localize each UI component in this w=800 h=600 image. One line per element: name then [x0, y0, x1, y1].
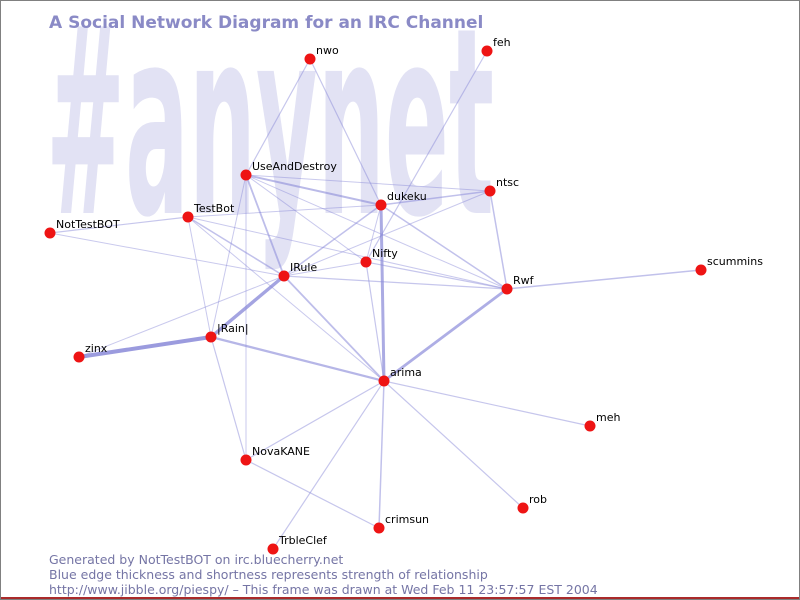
- node-scummins: [695, 264, 707, 276]
- node-label-nwo: nwo: [316, 44, 339, 57]
- edge-arima-NovaKANE: [245, 380, 385, 461]
- channel-watermark: #anynet: [46, 1, 494, 275]
- edge-feh-Nifty: [365, 50, 488, 263]
- bottom-border-line: [1, 597, 799, 599]
- footer-generated-by: Generated by NotTestBOT on irc.bluecherr…: [49, 552, 343, 567]
- edge-UseAndDestroy-|Rain|: [210, 174, 247, 338]
- nodes-layer: [44, 45, 707, 555]
- node-IRule: [278, 270, 290, 282]
- node-label-arima: arima: [390, 366, 422, 379]
- edge-dukeku-arima: [379, 203, 386, 383]
- edge-IRule-|Rain|: [209, 274, 286, 339]
- node-arima: [378, 375, 390, 387]
- node-rob: [517, 502, 529, 514]
- node-label-meh: meh: [596, 411, 620, 424]
- edge-Nifty-arima: [365, 261, 385, 382]
- node-feh: [481, 45, 493, 57]
- node-dukeku: [375, 199, 387, 211]
- node-Rwf: [501, 283, 513, 295]
- node-|Rain|: [205, 331, 217, 343]
- edge-UseAndDestroy-Nifty: [245, 174, 367, 263]
- edge-arima-rob: [383, 380, 524, 509]
- edge-NotTestBOT-IRule: [49, 232, 285, 277]
- labels-layer: nwo feh UseAndDestroy ntsc dukeku TestBot NotT…: [56, 36, 763, 547]
- node-NotTestBOT: [44, 227, 56, 239]
- node-TrbleClef: [267, 543, 279, 555]
- node-label-|Rain|: |Rain|: [217, 322, 249, 335]
- node-label-Nifty: Nifty: [372, 247, 398, 260]
- edge-Rwf-scummins: [506, 269, 702, 290]
- edge-IRule-Nifty: [283, 261, 367, 277]
- node-label-zinx: zinx: [85, 342, 108, 355]
- edge-zinx-|Rain|: [77, 335, 213, 359]
- node-Nifty: [360, 256, 372, 268]
- edge-IRule-dukeku: [283, 204, 382, 277]
- edge-Nifty-Rwf: [365, 261, 508, 290]
- edge-dukeku-ntsc: [380, 190, 491, 206]
- edge-ntsc-Rwf: [489, 190, 508, 290]
- edge-UseAndDestroy-Rwf: [245, 174, 508, 290]
- node-label-TestBot: TestBot: [193, 202, 235, 215]
- edge-nwo-UseAndDestroy: [245, 58, 311, 176]
- edge-UseAndDestroy-IRule: [245, 174, 285, 277]
- edge-zinx-IRule: [78, 275, 285, 358]
- edge-|Rain|-arima: [209, 335, 386, 383]
- node-label-scummins: scummins: [707, 255, 763, 268]
- edges-layer: [49, 50, 702, 550]
- node-label-feh: feh: [493, 36, 511, 49]
- node-label-ntsc: ntsc: [496, 176, 519, 189]
- edge-IRule-Rwf: [283, 275, 508, 290]
- node-label-TrbleClef: TrbleClef: [278, 534, 328, 547]
- node-NovaKANE: [240, 454, 252, 466]
- node-label-NovaKANE: NovaKANE: [252, 445, 310, 458]
- edge-TestBot-NotTestBOT: [49, 216, 189, 234]
- edge-arima-meh: [383, 380, 591, 427]
- node-nwo: [304, 53, 316, 65]
- node-label-Rwf: Rwf: [513, 274, 535, 287]
- node-label-UseAndDestroy: UseAndDestroy: [252, 160, 337, 173]
- edge-UseAndDestroy-dukeku: [245, 174, 382, 206]
- node-label-dukeku: dukeku: [387, 190, 427, 203]
- node-meh: [584, 420, 596, 432]
- diagram-title: A Social Network Diagram for an IRC Chan…: [49, 13, 483, 33]
- node-UseAndDestroy: [240, 169, 252, 181]
- node-crimsun: [373, 522, 385, 534]
- edge-nwo-dukeku: [309, 58, 382, 206]
- footer-url-timestamp: http://www.jibble.org/piespy/ – This fra…: [49, 582, 598, 597]
- edge-TestBot-dukeku: [187, 204, 382, 218]
- node-TestBot: [182, 211, 194, 223]
- edge-TestBot-IRule: [187, 216, 285, 277]
- edge-TestBot-|Rain|: [187, 216, 212, 338]
- footer-legend: Blue edge thickness and shortness repres…: [49, 567, 488, 582]
- edge-IRule-ntsc: [283, 190, 491, 277]
- edge-UseAndDestroy-ntsc: [245, 174, 491, 192]
- edge-arima-TrbleClef: [272, 380, 385, 550]
- node-ntsc: [484, 185, 496, 197]
- edge-TestBot-Rwf: [187, 216, 508, 290]
- node-label-crimsun: crimsun: [385, 513, 429, 526]
- edge-NovaKANE-crimsun: [245, 459, 380, 529]
- node-label-IRule: IRule: [290, 261, 317, 274]
- edge-Rwf-arima: [382, 287, 509, 383]
- node-label-rob: rob: [529, 493, 547, 506]
- node-label-NotTestBOT: NotTestBOT: [56, 218, 120, 231]
- edge-dukeku-Nifty: [365, 204, 382, 263]
- edge-arima-crimsun: [378, 380, 385, 529]
- node-zinx: [73, 351, 85, 363]
- edge-dukeku-Rwf: [380, 204, 508, 290]
- edge-TestBot-arima: [187, 216, 385, 382]
- edge-|Rain|-NovaKANE: [210, 336, 247, 461]
- edge-IRule-arima: [283, 275, 385, 382]
